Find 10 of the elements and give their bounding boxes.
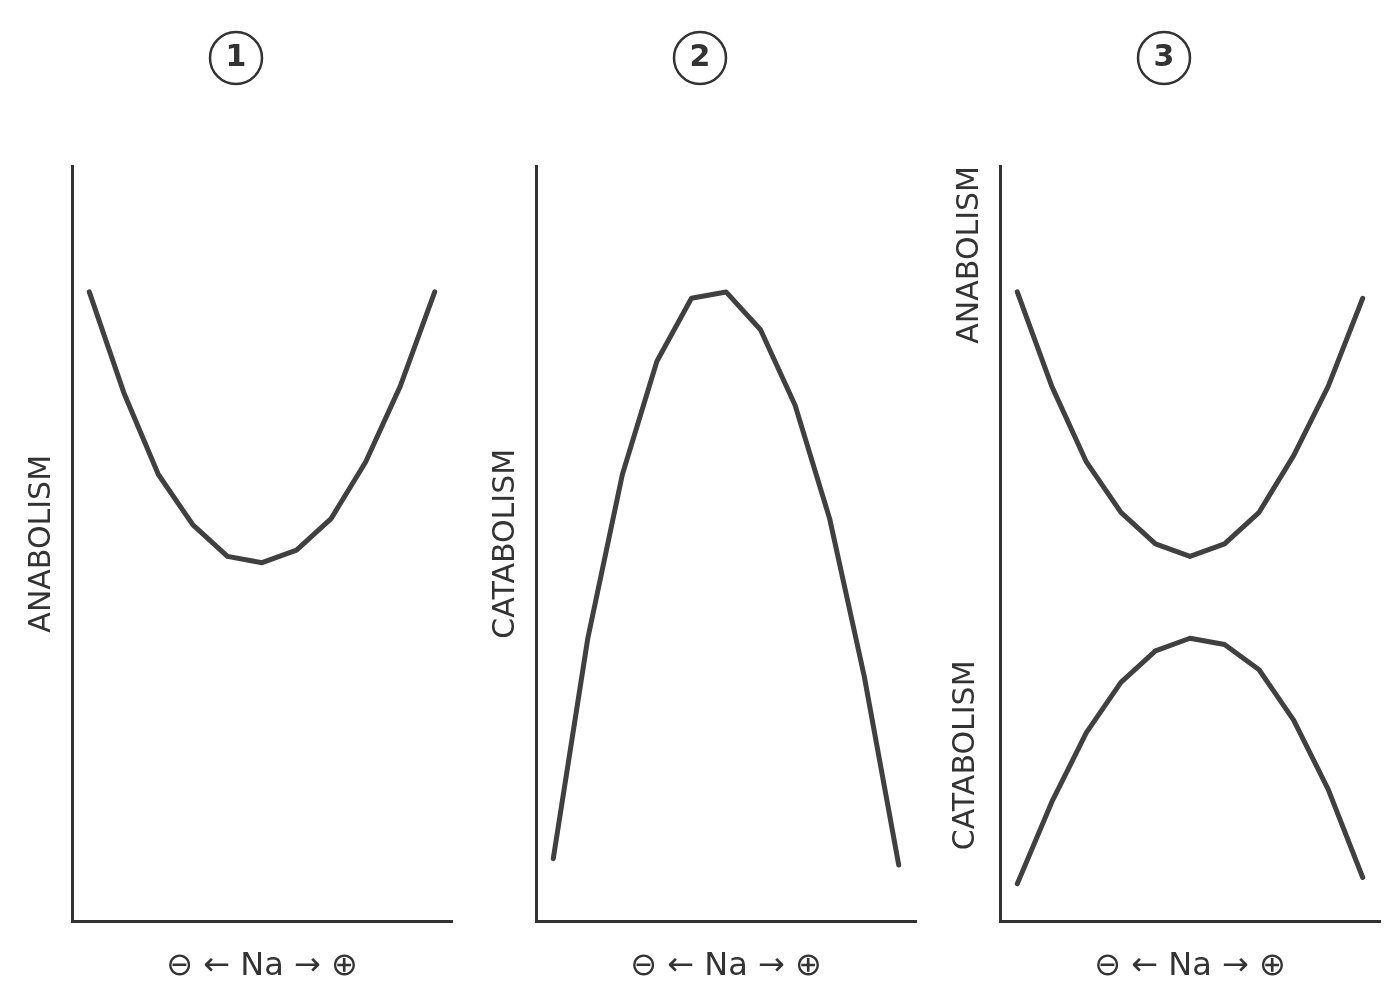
chart-title: 2 — [689, 37, 711, 73]
text: CATABOLISM — [945, 660, 981, 851]
chart-title: 3 — [1153, 37, 1175, 73]
x-axis-title: ⊖ ← Na → ⊕ — [630, 945, 822, 984]
x-axis-title: ⊖ ← Na → ⊕ — [1094, 945, 1286, 984]
x-axis-title: ⊖ ← Na → ⊕ — [166, 945, 358, 984]
y-axis-title: ANABOLISM — [949, 166, 985, 344]
y-axis-title: ANABOLISM — [21, 454, 57, 633]
y-axis-title: CATABOLISM — [485, 448, 521, 639]
chart-title: 1 — [225, 37, 247, 73]
